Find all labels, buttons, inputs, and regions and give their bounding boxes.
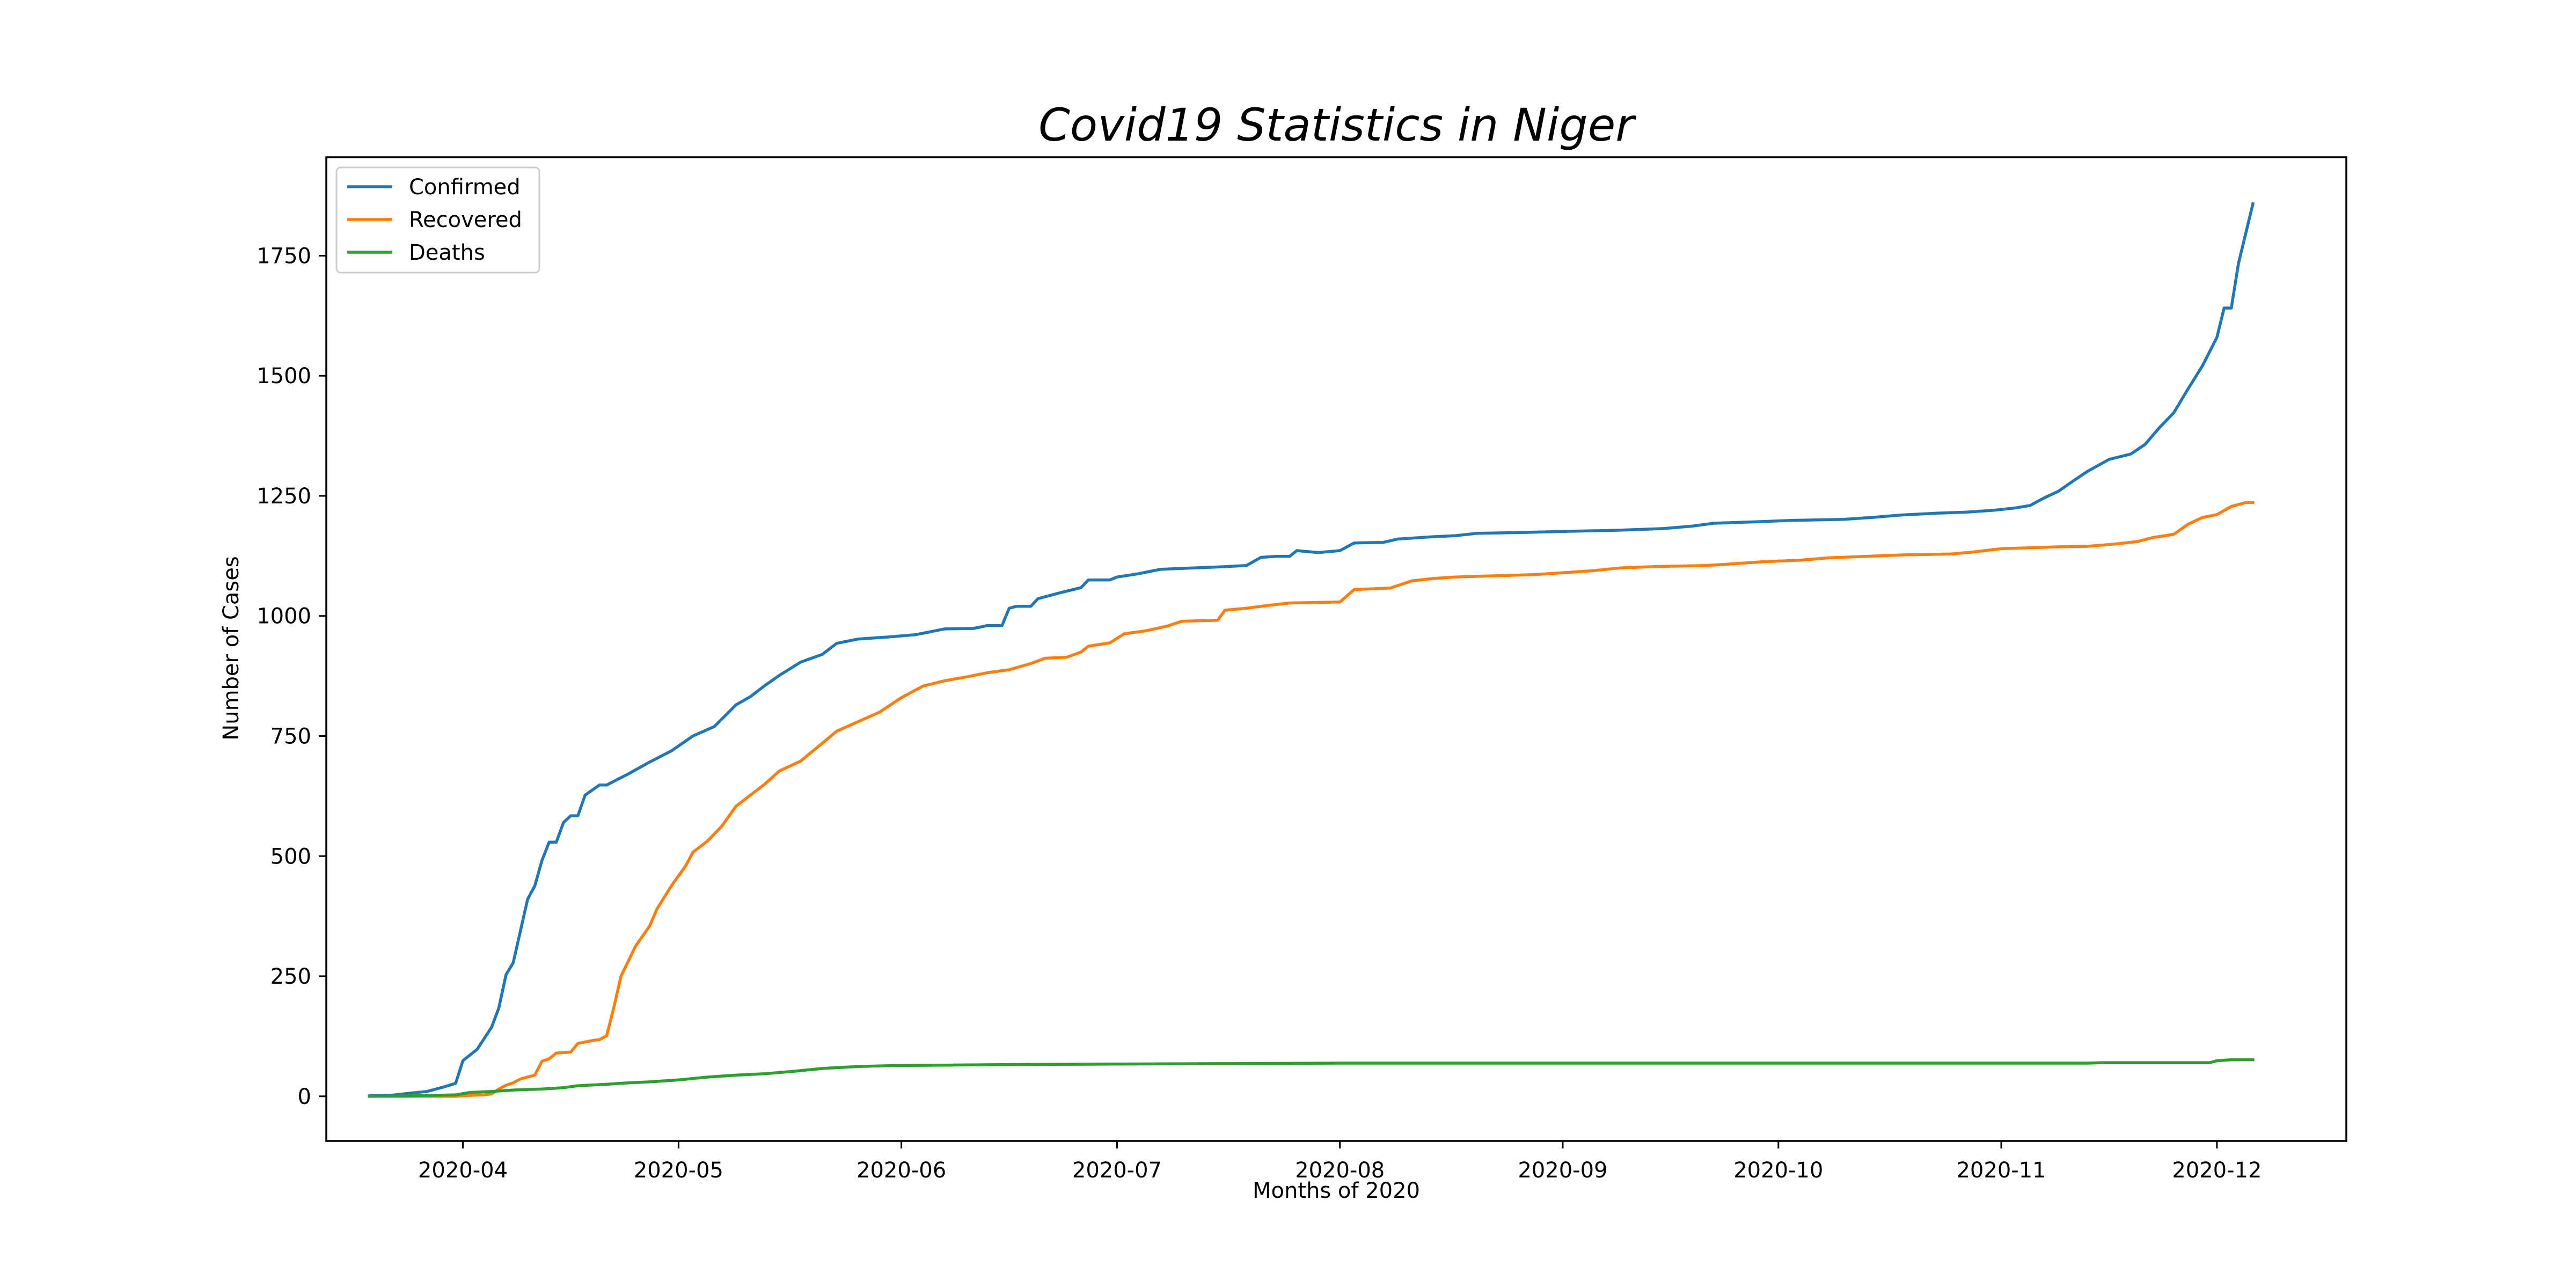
x-tick-label: 2020-10 <box>1733 1158 1823 1183</box>
series-lines <box>368 202 2255 1098</box>
x-tick-label: 2020-04 <box>418 1158 508 1183</box>
legend-label: Confirmed <box>409 175 521 200</box>
y-tick-label: 750 <box>270 724 311 749</box>
axis-ticks: 2020-04 2020-05 2020-06 2020-07 2020-08 2020-… <box>257 244 2262 1183</box>
series-line-recovered <box>368 501 2255 1098</box>
series-line-deaths <box>368 1058 2255 1098</box>
plot-frame <box>325 156 2347 1142</box>
x-tick-label: 2020-06 <box>857 1158 946 1183</box>
x-tick-label: 2020-12 <box>2172 1158 2262 1183</box>
y-tick-label: 500 <box>270 844 311 869</box>
y-axis-label: Number of Cases <box>219 556 244 740</box>
legend-label: Recovered <box>409 208 522 232</box>
chart-title: Covid19 Statistics in Niger <box>1038 99 1636 151</box>
x-tick-label: 2020-11 <box>1956 1158 2046 1183</box>
legend-box <box>335 166 540 274</box>
y-tick-label: 0 <box>298 1085 311 1109</box>
x-tick-label: 2020-05 <box>634 1158 723 1183</box>
y-tick-label: 250 <box>270 964 311 989</box>
y-tick-label: 1250 <box>257 484 311 509</box>
x-tick-label: 2020-09 <box>1518 1158 1607 1183</box>
legend: Confirmed Recovered Deaths <box>335 166 540 274</box>
y-tick-label: 1000 <box>257 604 311 629</box>
series-line-confirmed <box>368 202 2255 1097</box>
y-tick-label: 1750 <box>257 244 311 268</box>
x-axis-label: Months of 2020 <box>1253 1179 1420 1203</box>
x-tick-label: 2020-08 <box>1295 1158 1385 1183</box>
y-tick-label: 1500 <box>257 364 311 389</box>
x-tick-label: 2020-07 <box>1072 1158 1162 1183</box>
legend-label: Deaths <box>409 240 485 265</box>
